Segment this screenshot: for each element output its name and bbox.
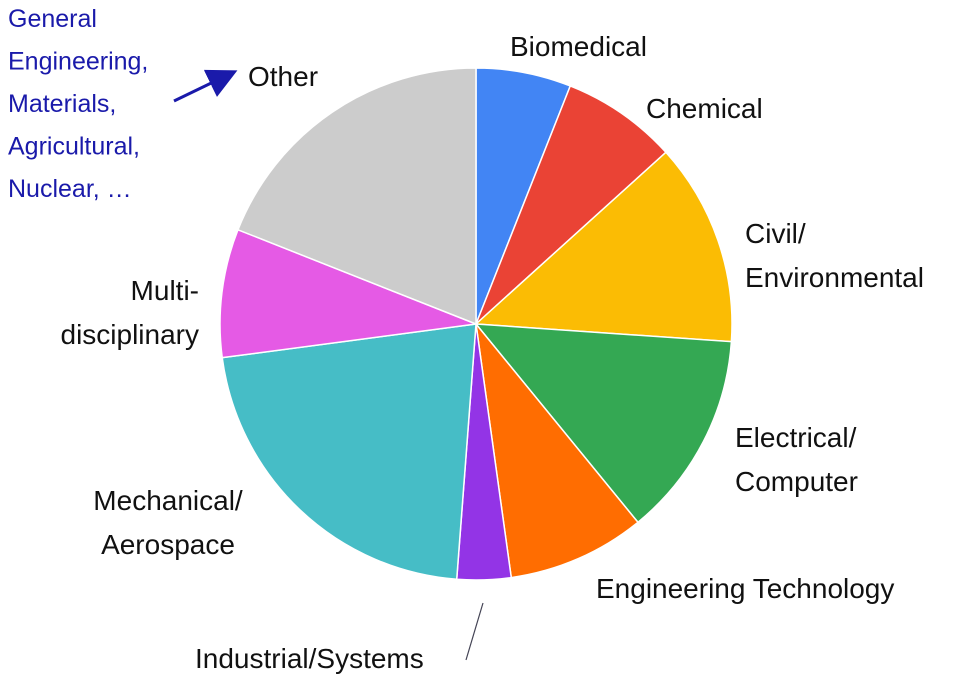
pie-slice [237, 67, 477, 326]
slice-label: Multi-disciplinary [61, 275, 200, 350]
annotation-line: Engineering, [8, 48, 148, 76]
slice-label-line: Mechanical/ [93, 485, 243, 516]
pie-slice [475, 85, 667, 325]
slice-label: Biomedical [510, 31, 647, 62]
slice-label-line: Engineering Technology [596, 573, 894, 604]
annotation-arrow [173, 69, 238, 103]
annotation: General Engineering, Materials, Agricultura… [8, 5, 148, 203]
pie-slice [219, 228, 479, 359]
slice-label-line: Environmental [745, 262, 924, 293]
slice-label: Other [248, 61, 318, 92]
leader-line [465, 602, 484, 661]
annotation-line: Materials, [8, 90, 116, 118]
pie-slice [474, 323, 733, 524]
annotation-line: Agricultural, [8, 133, 140, 161]
pie-slice [474, 151, 733, 343]
slice-label: Mechanical/Aerospace [93, 485, 243, 560]
slice-label-line: Aerospace [101, 529, 235, 560]
slice-label: Civil/Environmental [745, 218, 924, 293]
slice-label: Industrial/Systems [195, 643, 424, 674]
slice-label-line: disciplinary [61, 319, 200, 350]
slice-label-line: Other [248, 61, 318, 92]
pie-slice [474, 321, 639, 579]
slice-label: Engineering Technology [596, 573, 894, 604]
slice-label-line: Civil/ [745, 218, 806, 249]
slice-label-line: Biomedical [510, 31, 647, 62]
slice-label-line: Multi- [131, 275, 199, 306]
slice-label-line: Electrical/ [735, 422, 857, 453]
slice-label-line: Computer [735, 466, 858, 497]
slice-label: Electrical/Computer [735, 422, 858, 497]
slice-label-line: Industrial/Systems [195, 643, 424, 674]
pie-slice [221, 323, 477, 581]
slice-label-line: Chemical [646, 93, 763, 124]
annotation-line: General [8, 5, 97, 33]
slice-label: Chemical [646, 93, 763, 124]
annotation-line: Nuclear, … [8, 175, 132, 203]
